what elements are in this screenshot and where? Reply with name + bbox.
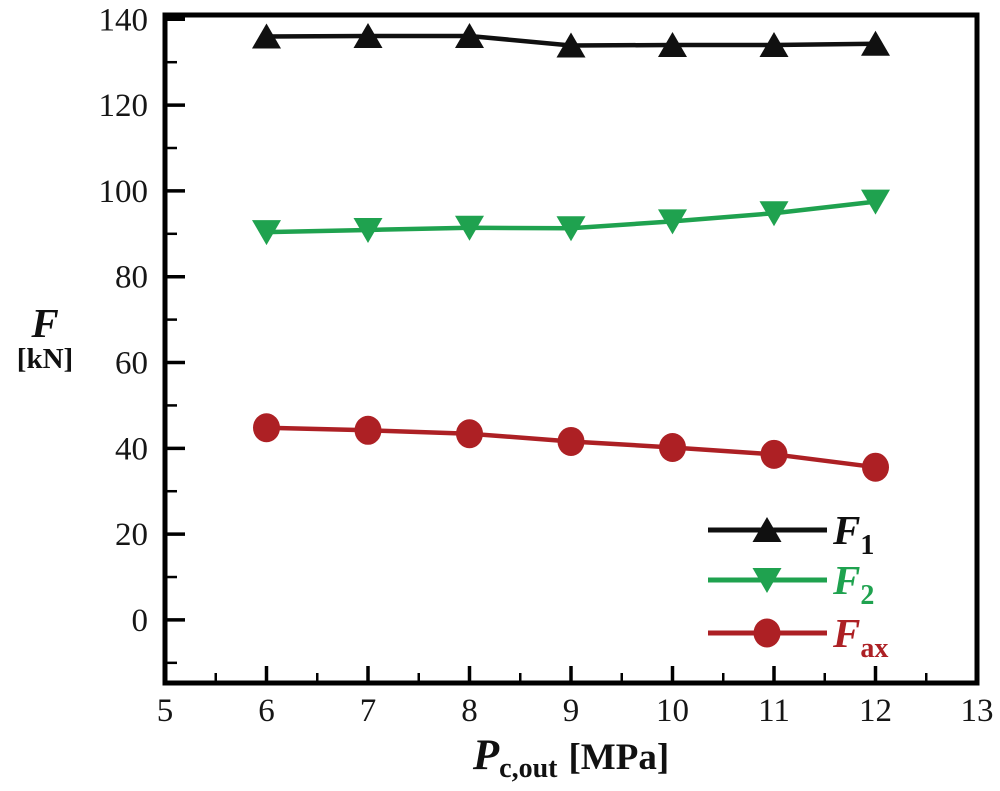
y-tick-label: 20	[115, 517, 148, 553]
y-tick-label: 80	[115, 260, 148, 296]
series-Fax-marker	[862, 452, 889, 482]
series-Fax-marker	[456, 419, 483, 449]
y-tick-label: 140	[99, 2, 149, 38]
series-F2-marker	[353, 217, 383, 243]
series-F2-marker	[556, 216, 586, 242]
x-tick-label: 8	[461, 693, 478, 729]
y-tick-label: 120	[99, 88, 149, 124]
x-axis-title: Pc,out [MPa]	[165, 731, 977, 784]
y-axis-symbol: F	[31, 300, 59, 346]
legend-Fax-marker	[753, 618, 781, 648]
legend-F1-marker	[752, 517, 782, 542]
legend-entry-F2: F2	[708, 557, 874, 611]
y-tick-label: 60	[115, 346, 148, 382]
x-tick-label: 13	[961, 693, 994, 729]
x-tick-label: 10	[656, 693, 689, 729]
series-F1-marker	[658, 32, 687, 58]
series-F2-marker	[658, 209, 687, 235]
x-axis-subscript: c,out	[499, 753, 558, 784]
legend-entry-Fax: Fax	[708, 610, 888, 664]
x-tick-label: 11	[758, 693, 790, 729]
series-F2-marker	[861, 189, 890, 215]
legend-F2-label: F2	[832, 557, 874, 611]
x-axis-symbol: P	[472, 732, 500, 779]
y-axis-title: F [kN]	[0, 300, 90, 375]
series-F1-marker	[556, 32, 586, 58]
series-F1-marker	[353, 23, 383, 49]
series-F1-marker	[759, 32, 789, 58]
series-Fax-marker	[354, 415, 382, 445]
series-Fax-marker	[760, 439, 788, 469]
legend-Fax-label: Fax	[832, 610, 888, 664]
y-axis-unit: [kN]	[16, 342, 74, 375]
legend-entry-F1: F1	[708, 507, 874, 561]
series-F1-marker	[861, 30, 890, 56]
legend-F1-label: F1	[832, 507, 874, 561]
x-tick-label: 6	[258, 693, 275, 729]
x-axis-unit: [MPa]	[568, 737, 670, 778]
series-Fax-marker	[253, 413, 280, 443]
x-tick-label: 9	[563, 693, 580, 729]
x-tick-label: 12	[859, 693, 892, 729]
x-tick-label: 5	[157, 693, 174, 729]
series-F1-marker	[252, 23, 281, 49]
series-F2-marker	[759, 201, 789, 227]
y-tick-label: 40	[115, 431, 148, 467]
y-tick-label: 0	[132, 603, 149, 639]
series-F2-marker	[455, 215, 484, 241]
series-F1-marker	[455, 23, 484, 49]
legend-F2-marker	[752, 568, 782, 593]
series-F2-marker	[252, 220, 281, 246]
series-Fax-marker	[557, 426, 585, 456]
x-tick-label: 7	[360, 693, 377, 729]
series-Fax-marker	[659, 432, 686, 462]
y-tick-label: 100	[99, 174, 149, 210]
